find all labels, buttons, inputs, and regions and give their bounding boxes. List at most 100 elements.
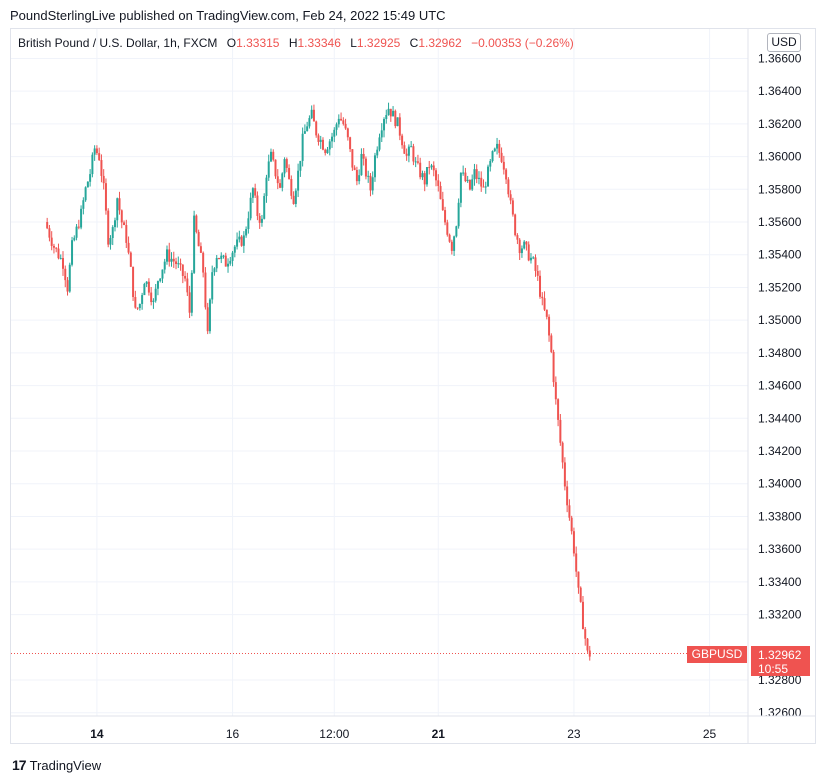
- candle-body: [251, 188, 254, 198]
- candle-body: [505, 169, 508, 180]
- candle-body: [118, 198, 121, 211]
- candle-body: [184, 275, 187, 279]
- candle-body: [507, 179, 510, 195]
- candle-body: [165, 249, 168, 262]
- candle-body: [441, 199, 444, 211]
- candle-body: [362, 153, 365, 159]
- candle-body: [430, 165, 433, 168]
- candle-body: [536, 270, 539, 276]
- candle-body: [376, 149, 379, 156]
- candle-body: [340, 118, 343, 121]
- candle-body: [412, 146, 415, 162]
- candle-body: [125, 225, 128, 243]
- candle-body: [378, 137, 381, 150]
- candle-body: [84, 187, 87, 201]
- candle-body: [188, 292, 191, 313]
- candle-body: [496, 143, 499, 149]
- candle-body: [86, 181, 89, 188]
- candle-body: [61, 258, 64, 269]
- chart-frame: [10, 28, 816, 744]
- candle-body: [150, 292, 153, 303]
- candle-body: [68, 264, 71, 292]
- candle-body: [249, 197, 252, 219]
- currency-button[interactable]: USD: [767, 33, 801, 52]
- candle-body: [202, 252, 205, 273]
- y-tick-label: 1.34400: [758, 411, 802, 425]
- high-value: 1.33346: [297, 36, 341, 50]
- candle-body: [258, 215, 261, 223]
- candle-body: [64, 268, 67, 281]
- candle-body: [238, 236, 241, 240]
- candle-body: [303, 131, 306, 134]
- candle-body: [491, 151, 494, 162]
- candle-body: [500, 152, 503, 162]
- candle-body: [414, 161, 417, 163]
- footer-branding[interactable]: 17 TradingView: [12, 757, 101, 773]
- candle-body: [285, 159, 288, 168]
- candle-body: [213, 268, 216, 273]
- candle-body: [175, 261, 178, 265]
- ticker-label: GBPUSD: [687, 645, 747, 663]
- y-tick-label: 1.35400: [758, 248, 802, 262]
- candle-body: [109, 238, 112, 245]
- candle-body: [59, 258, 62, 260]
- candle-body: [141, 295, 144, 304]
- candle-body: [95, 148, 98, 154]
- candle-body: [389, 108, 392, 117]
- candle-body: [577, 571, 580, 588]
- candle-body: [269, 151, 272, 162]
- symbol-title: British Pound / U.S. Dollar, 1h, FXCM: [18, 36, 218, 50]
- candle-body: [52, 245, 55, 248]
- candle-body: [308, 118, 311, 127]
- candle-body: [448, 234, 451, 242]
- candle-body: [407, 146, 410, 156]
- candle-body: [233, 246, 236, 253]
- candle-body: [288, 167, 291, 180]
- x-tick-label: 25: [703, 727, 717, 741]
- candle-body: [527, 244, 530, 261]
- candle-body: [208, 299, 211, 332]
- candle-body: [217, 257, 220, 259]
- candle-body: [170, 258, 173, 262]
- candle-body: [276, 176, 279, 184]
- candle-body: [387, 108, 390, 116]
- candle-body: [482, 186, 485, 188]
- candle-body: [480, 177, 483, 187]
- candle-body: [466, 179, 469, 182]
- close-label: C: [409, 36, 419, 50]
- published-caption: PoundSterlingLive published on TradingVi…: [10, 8, 446, 23]
- candle-body: [324, 149, 327, 154]
- candle-body: [575, 553, 578, 572]
- candle-body: [563, 462, 566, 487]
- candle-body: [450, 241, 453, 251]
- candle-body: [211, 272, 214, 300]
- candle-body: [168, 249, 171, 262]
- candle-body: [335, 124, 338, 130]
- candle-body: [446, 222, 449, 235]
- candle-body: [532, 257, 535, 259]
- candle-body: [457, 202, 460, 227]
- candle-body: [82, 200, 85, 209]
- candle-body: [197, 231, 200, 247]
- candle-body: [229, 260, 232, 264]
- candle-body: [423, 173, 426, 185]
- y-tick-label: 1.34600: [758, 379, 802, 393]
- candle-body: [256, 195, 259, 216]
- y-tick-label: 1.35800: [758, 182, 802, 196]
- candle-body: [385, 115, 388, 119]
- y-tick-label: 1.33600: [758, 542, 802, 556]
- y-tick-label: 1.32600: [758, 706, 802, 720]
- candle-body: [227, 263, 230, 267]
- candle-body: [107, 210, 110, 245]
- candle-body: [283, 159, 286, 174]
- candle-body: [364, 158, 367, 177]
- candle-body: [242, 235, 245, 246]
- candle-body: [405, 153, 408, 156]
- candle-body: [331, 136, 334, 142]
- candle-body: [534, 257, 537, 271]
- candle-body: [484, 186, 487, 188]
- candle-body: [514, 214, 517, 236]
- candle-body: [487, 166, 490, 187]
- candle-body: [91, 154, 94, 175]
